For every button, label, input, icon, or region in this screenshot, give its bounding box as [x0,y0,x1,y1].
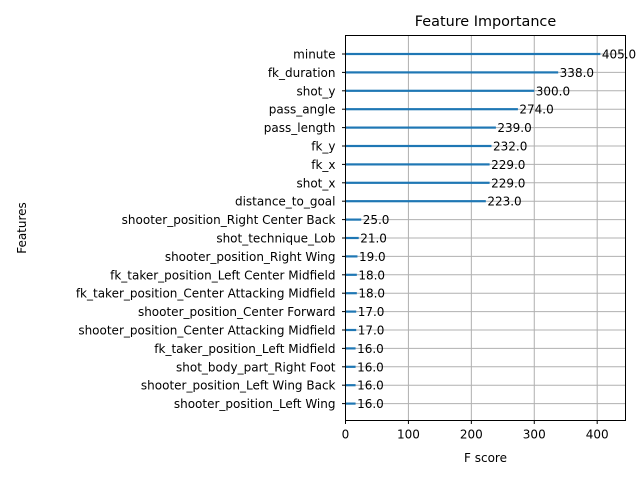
x-tick-label: 100 [397,428,420,442]
y-tick-label: fk_duration [268,66,336,80]
x-axis-title: F score [464,451,507,465]
y-tick-label: shooter_position_Right Wing [165,250,336,264]
y-axis-title: Features [15,202,29,254]
plot-frame [345,35,626,421]
bar [345,255,358,258]
bar [345,71,559,74]
bar-value-label: 18.0 [358,287,385,301]
bar [345,273,357,276]
bar [345,181,490,184]
bar [345,347,356,350]
bar [345,365,356,368]
y-tick-label: shooter_position_Left Wing [174,397,336,411]
value-labels: 405.0 338.0 300.0 274.0 239.0 232.0 229.0 229.0… [357,48,636,412]
y-tick-label: fk_taker_position_Center Attacking Midfi… [76,287,336,301]
bar [345,126,496,129]
bar [345,310,357,313]
gridlines [345,35,626,421]
bar-value-label: 16.0 [357,397,384,411]
x-tick-label: 0 [342,428,350,442]
y-tick-label: shooter_position_Right Center Back [122,213,336,227]
bar-value-label: 25.0 [363,213,390,227]
bar-value-label: 16.0 [357,360,384,374]
bar [345,218,362,221]
bar [345,402,356,405]
bar-value-label: 300.0 [536,84,570,98]
y-axis-ticks: minute fk_duration shot_y pass_angle pass_le… [76,48,346,411]
y-tick-label: fk_y [311,140,335,154]
bar-value-label: 405.0 [602,48,636,62]
y-tick-label: shot_body_part_Right Foot [176,360,336,374]
bar [345,89,535,92]
bar-value-label: 16.0 [357,342,384,356]
y-tick-label: pass_length [264,121,336,135]
bar-value-label: 21.0 [360,232,387,246]
bar-value-label: 223.0 [487,195,521,209]
y-tick-label: shooter_position_Center Forward [138,305,336,319]
bar-value-label: 274.0 [519,103,553,117]
bar-value-label: 17.0 [358,324,385,338]
chart-title: Feature Importance [415,14,557,30]
bar [345,384,356,387]
bar [345,200,486,203]
y-tick-label: shooter_position_Center Attacking Midfie… [78,324,335,338]
x-tick-label: 400 [586,428,609,442]
bar-value-label: 17.0 [358,305,385,319]
bar [345,52,601,56]
bar-value-label: 16.0 [357,379,384,393]
bar [345,144,492,148]
x-tick-label: 300 [523,428,546,442]
y-tick-label: shooter_position_Left Wing Back [141,379,336,393]
bar-value-label: 338.0 [560,66,594,80]
bar [345,163,490,166]
x-axis-ticks: 0 100 200 300 400 [342,420,609,442]
bar [345,328,357,332]
x-tick-label: 200 [460,428,483,442]
y-tick-label: fk_taker_position_Left Midfield [154,342,335,356]
bars [345,52,601,405]
y-tick-label: fk_x [311,158,335,172]
bar-value-label: 229.0 [491,176,525,190]
y-tick-label: fk_taker_position_Left Center Midfield [110,268,335,282]
bar-value-label: 232.0 [493,140,527,154]
bar-value-label: 229.0 [491,158,525,172]
bar [345,108,518,111]
bar-value-label: 239.0 [497,121,531,135]
bar [345,236,359,240]
y-tick-label: pass_angle [269,103,336,117]
y-tick-label: shot_technique_Lob [216,232,335,246]
bar [345,292,357,295]
y-tick-label: shot_y [296,84,335,98]
y-tick-label: shot_x [296,176,335,190]
y-tick-label: minute [293,48,335,62]
y-tick-label: distance_to_goal [235,195,336,209]
bar-value-label: 19.0 [359,250,386,264]
bar-value-label: 18.0 [358,268,385,282]
